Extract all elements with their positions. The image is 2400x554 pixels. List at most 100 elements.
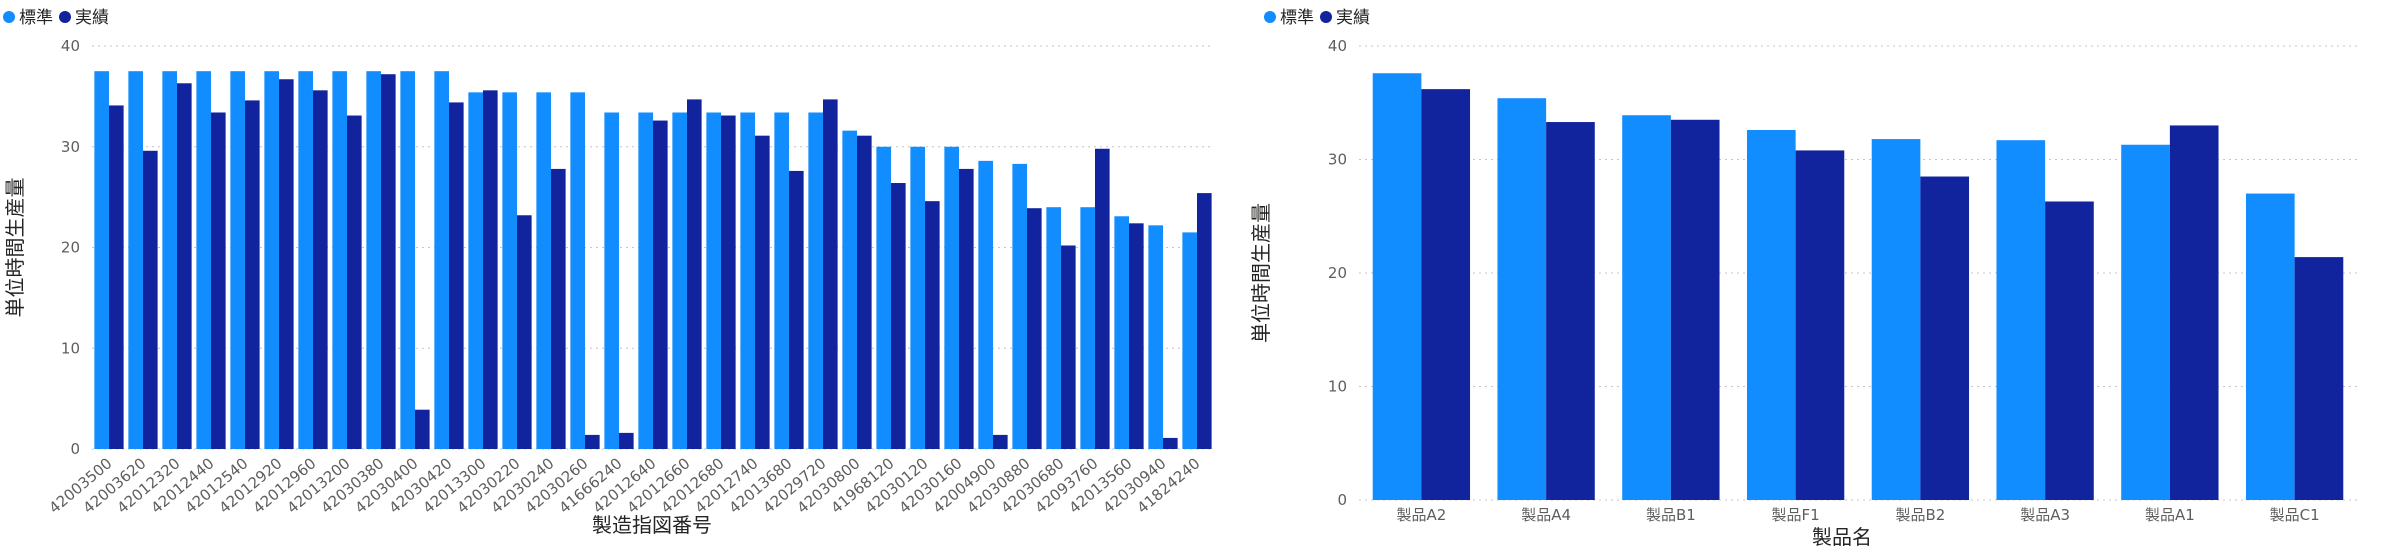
legend-label-0[interactable]: 標準 [19,8,53,28]
x-tick-label: 製品A4 [1521,506,1571,524]
bar-standard-製品A2[interactable] [1372,73,1422,501]
bar-actual-42013560[interactable] [1129,223,1144,449]
bar-standard-製品A4[interactable] [1497,98,1547,501]
x-tick-label: 製品C1 [2270,506,2320,524]
legend-marker-1[interactable] [1320,11,1332,23]
bar-standard-41666240[interactable] [604,112,619,450]
bar-actual-42003620[interactable] [143,150,158,449]
bar-standard-42012740[interactable] [740,112,755,450]
bar-actual-41968120[interactable] [891,183,906,449]
bar-standard-42030260[interactable] [570,92,585,449]
bar-actual-42030240[interactable] [551,168,566,450]
bar-standard-42003620[interactable] [128,71,143,449]
bar-standard-42012960[interactable] [298,71,313,449]
bar-actual-42030880[interactable] [1027,208,1042,449]
bar-actual-42030380[interactable] [381,74,396,450]
bar-actual-製品F1[interactable] [1795,150,1845,501]
bar-standard-42030240[interactable] [536,92,551,449]
bar-actual-42012440[interactable] [211,112,226,450]
bar-standard-42012320[interactable] [162,71,177,449]
bar-actual-42030420[interactable] [449,102,464,450]
bar-actual-42003500[interactable] [109,105,124,449]
bar-actual-製品A1[interactable] [2169,125,2219,500]
bar-standard-42030220[interactable] [502,92,517,449]
bar-actual-42030120[interactable] [925,201,940,449]
bar-standard-製品A3[interactable] [1996,140,2046,500]
bar-standard-42030940[interactable] [1148,225,1163,449]
bar-standard-42003500[interactable] [94,71,109,449]
bar-actual-42013300[interactable] [483,90,498,449]
bar-actual-42012680[interactable] [721,115,736,449]
bar-standard-製品A1[interactable] [2121,144,2170,500]
legend-label-1[interactable]: 実績 [75,8,109,28]
bar-actual-製品C1[interactable] [2294,257,2344,500]
bar-standard-製品F1[interactable] [1746,129,1796,501]
bar-actual-製品A2[interactable] [1421,89,1471,500]
bar-standard-42012660[interactable] [672,112,687,450]
bar-standard-41968120[interactable] [876,146,891,449]
legend-marker-0[interactable] [3,11,15,23]
bar-actual-42012540[interactable] [245,100,260,449]
bar-standard-41824240[interactable] [1182,232,1197,449]
bar-actual-42030160[interactable] [959,168,974,450]
bar-actual-製品A4[interactable] [1546,122,1595,501]
bar-actual-42030800[interactable] [857,135,872,450]
bar-actual-42030680[interactable] [1061,245,1076,449]
y-tick-label: 20 [61,239,80,257]
bar-actual-製品A3[interactable] [2045,201,2094,500]
bar-standard-42013560[interactable] [1114,216,1129,449]
bar-standard-42030120[interactable] [910,146,925,449]
bar-standard-42030420[interactable] [434,71,449,449]
bar-standard-42030400[interactable] [400,71,415,449]
bar-actual-42012640[interactable] [653,120,668,450]
bar-standard-42029720[interactable] [808,112,823,450]
bar-actual-41824240[interactable] [1197,193,1212,449]
bar-actual-42012320[interactable] [177,83,192,449]
y-tick-label: 30 [61,138,80,156]
bar-actual-42030940[interactable] [1163,437,1178,449]
bar-actual-42004900[interactable] [993,434,1008,449]
bar-actual-42012740[interactable] [755,135,770,450]
bar-standard-42004900[interactable] [978,160,993,450]
bar-standard-42013200[interactable] [332,71,347,449]
bar-actual-42012920[interactable] [279,79,294,449]
bar-standard-42013300[interactable] [468,92,483,449]
x-tick-label: 製品F1 [1772,506,1820,524]
bar-actual-42030260[interactable] [585,434,600,449]
legend-label-0[interactable]: 標準 [1280,8,1314,28]
bar-actual-42012660[interactable] [687,99,702,450]
bar-actual-42093760[interactable] [1095,148,1110,449]
y-tick-label: 40 [61,37,80,55]
bar-standard-42013680[interactable] [774,112,789,450]
bar-standard-42030680[interactable] [1046,207,1061,449]
y-axis-title: 単位時間生産量 [3,178,27,318]
bar-standard-42030380[interactable] [366,71,381,449]
bar-standard-42012540[interactable] [230,71,245,449]
bar-standard-製品B1[interactable] [1622,115,1671,501]
bar-standard-42093760[interactable] [1080,207,1095,449]
bar-actual-42013200[interactable] [347,115,362,449]
bar-standard-42030800[interactable] [842,130,857,449]
bar-actual-42030400[interactable] [415,409,430,449]
bar-standard-42030880[interactable] [1012,163,1027,449]
bar-standard-42012920[interactable] [264,71,279,449]
bar-standard-製品C1[interactable] [2245,193,2295,501]
legend-marker-0[interactable] [1264,11,1276,23]
bar-actual-42029720[interactable] [823,99,838,450]
y-tick-label: 30 [1328,151,1347,169]
bar-standard-42012640[interactable] [638,112,653,450]
bar-standard-42012680[interactable] [706,112,721,450]
legend-marker-1[interactable] [59,11,71,23]
legend-label-1[interactable]: 実績 [1336,8,1370,28]
bar-standard-42012440[interactable] [196,71,211,449]
bar-standard-42030160[interactable] [944,146,959,449]
bar-standard-製品B2[interactable] [1871,139,1921,500]
bar-actual-42013680[interactable] [789,170,804,449]
bar-actual-42030220[interactable] [517,215,532,449]
bar-actual-42012960[interactable] [313,90,328,449]
bar-actual-製品B2[interactable] [1920,176,1970,500]
x-axis-title: 製品名 [1812,525,1872,549]
bar-actual-製品B1[interactable] [1670,119,1720,501]
bar-actual-41666240[interactable] [619,432,634,449]
chart-by-order-number: 標準 実績010203040420035004200362042012320420… [3,8,1214,537]
